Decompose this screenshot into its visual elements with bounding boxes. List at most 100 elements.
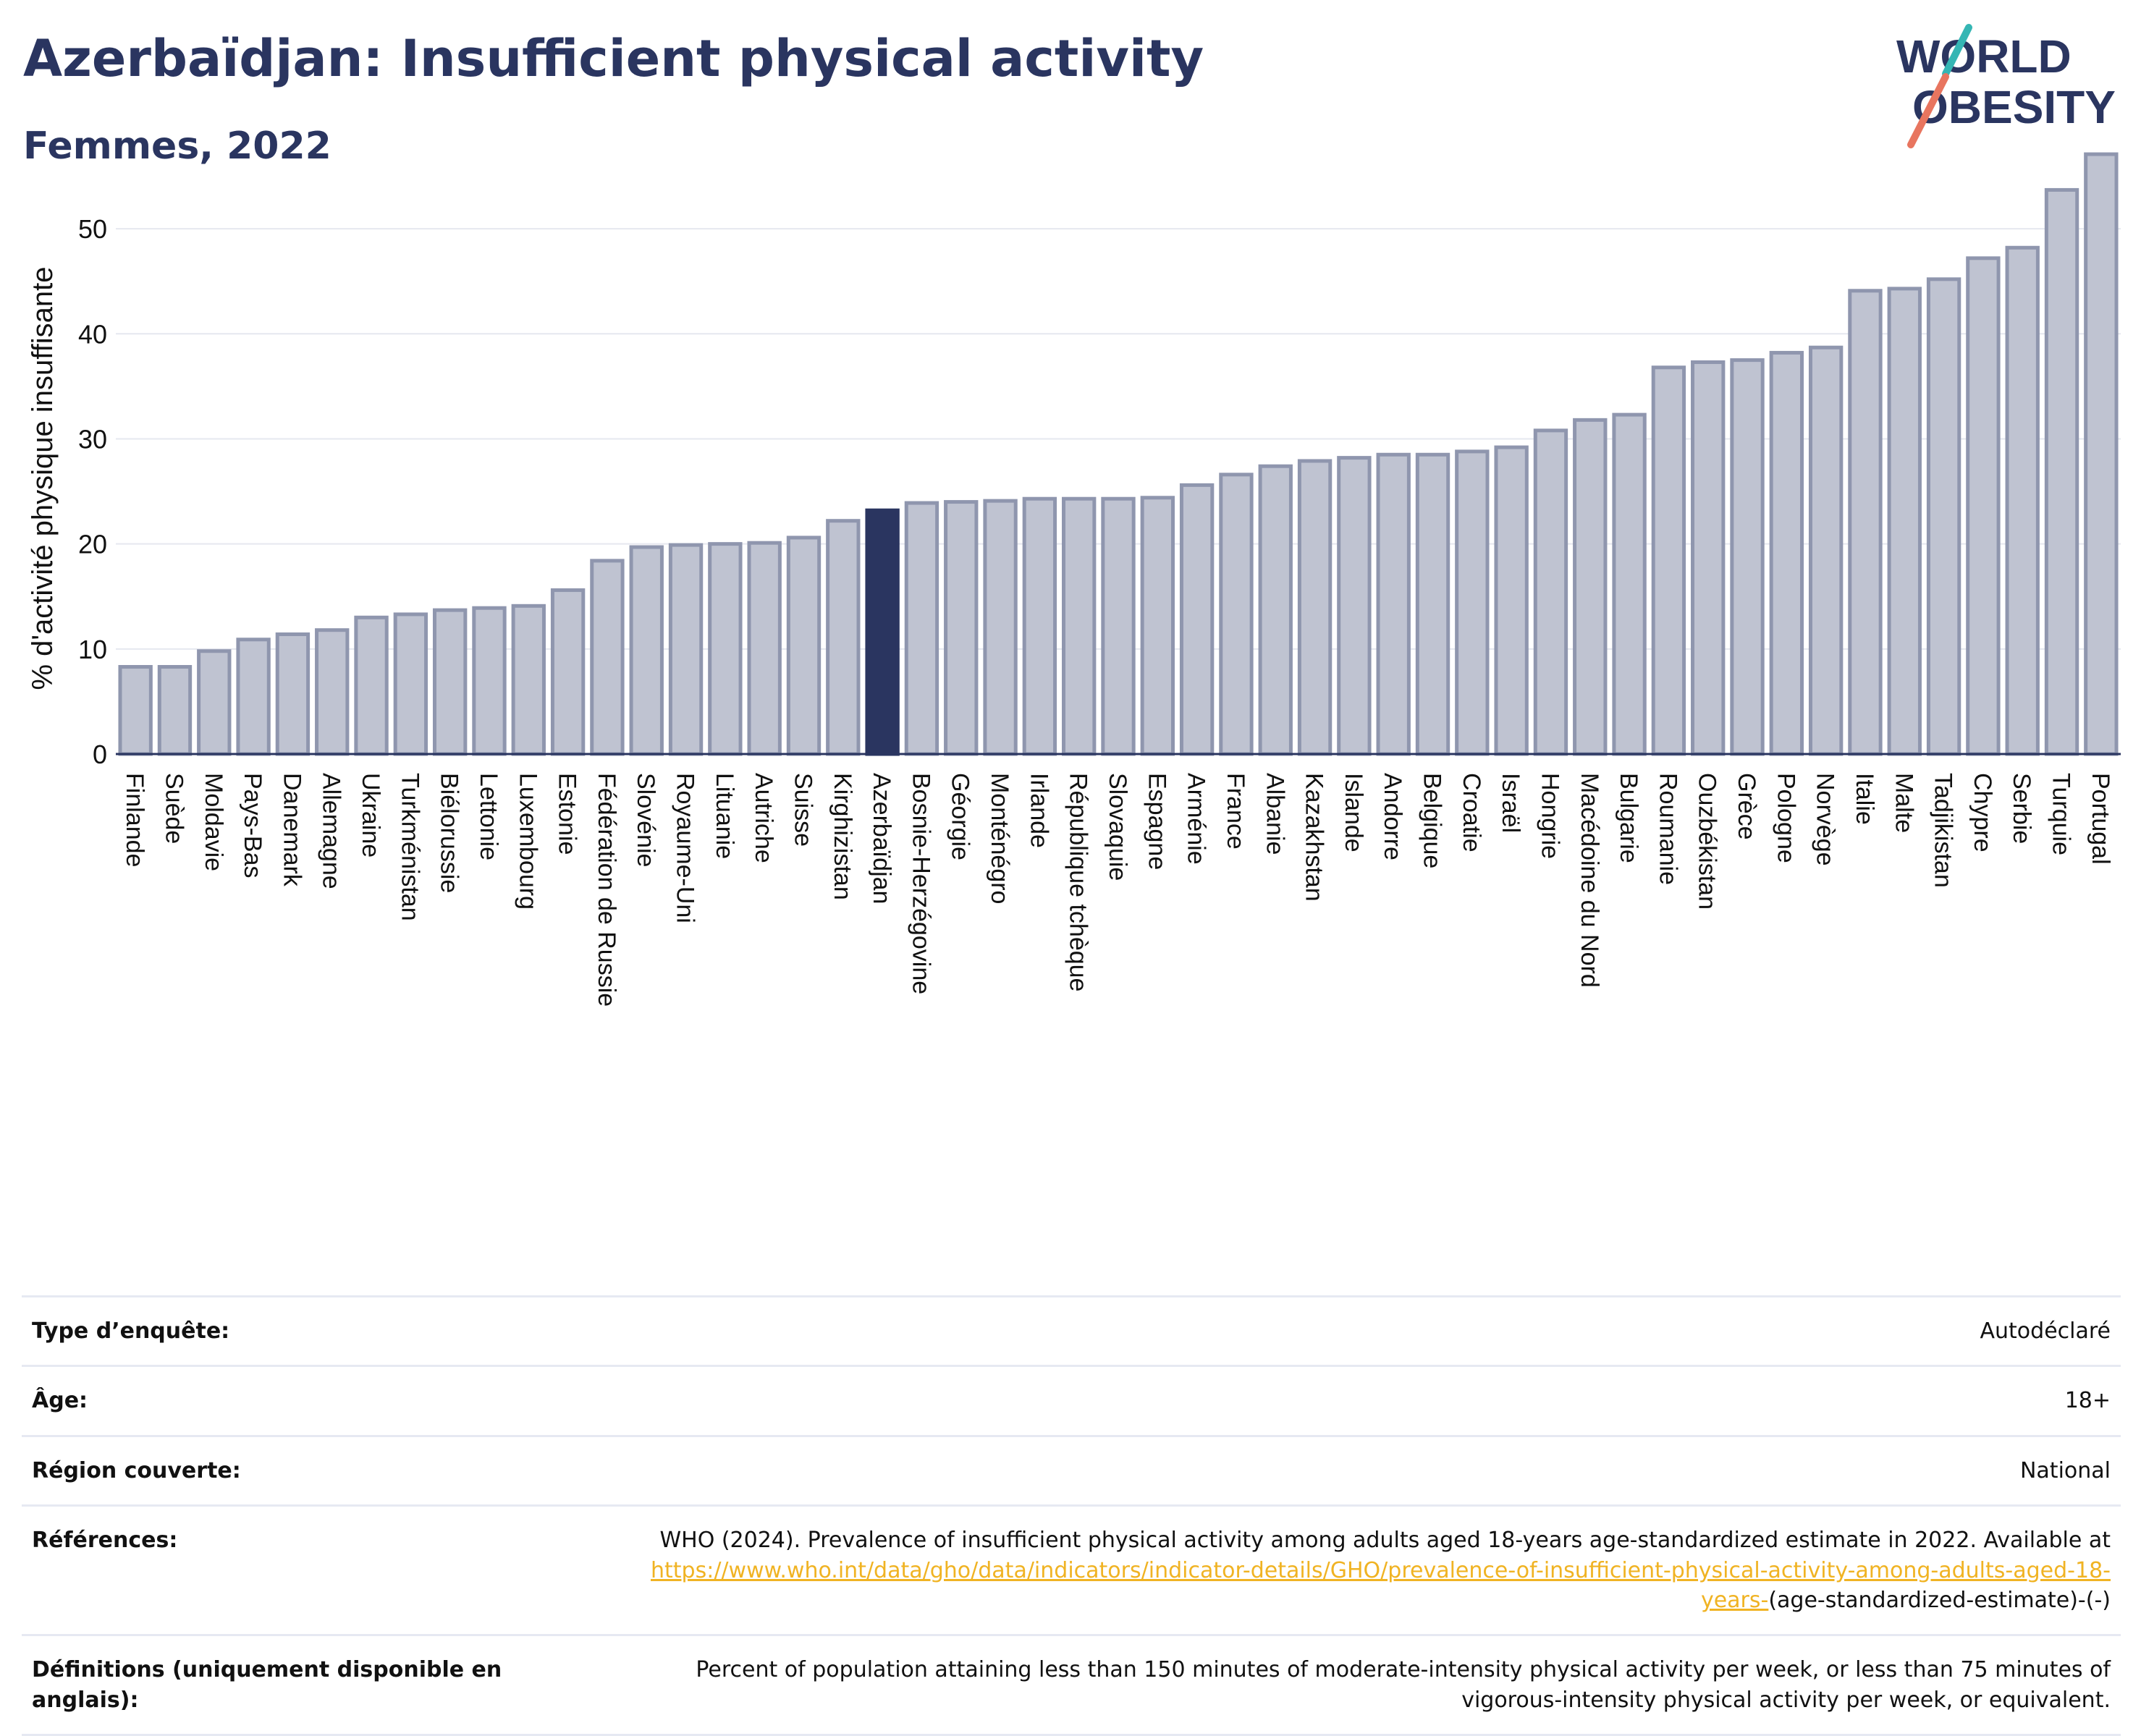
bar-kirghizistan	[826, 519, 861, 756]
x-tick-label: Bosnie-Herzégovine	[907, 773, 934, 994]
region-label: Région couverte:	[22, 1434, 592, 1506]
bar-luxembourg	[511, 604, 546, 756]
bar-lettonie	[472, 606, 507, 756]
x-tick-label: Luxembourg	[514, 773, 541, 910]
x-tick-label: Israël	[1497, 773, 1524, 833]
x-tick-label: Islande	[1340, 773, 1367, 852]
definitions-label: Définitions (uniquement disponible en an…	[22, 1634, 592, 1736]
survey-type-label: Type d’enquête:	[22, 1295, 592, 1366]
logo-text-obesity: OBESITY	[1912, 81, 2116, 133]
x-tick-label: Turkménistan	[396, 773, 423, 921]
x-tick-label: Malte	[1890, 773, 1917, 833]
x-tick-label: Finlande	[121, 773, 148, 867]
survey-type-value: Autodéclaré	[592, 1295, 2121, 1366]
references-link[interactable]: https://www.who.int/data/gho/data/indica…	[651, 1557, 2111, 1613]
bar-bulgarie	[1612, 412, 1647, 756]
bar-f-d-ration-de-russie	[590, 559, 625, 756]
world-obesity-logo: WORLD OBESITY	[1896, 24, 2116, 148]
bar-croatie	[1455, 449, 1490, 756]
bar-gr-ce	[1730, 358, 1765, 756]
bar-mac-doine-du-nord	[1573, 418, 1608, 756]
bar-chart: 0 10 20 30 40 50 Finlande Suède Moldavie Pays-Ba…	[27, 152, 2121, 1007]
bar-hongrie	[1533, 428, 1568, 756]
y-tick-label: 0	[93, 740, 107, 769]
x-tick-label: Serbie	[2008, 773, 2035, 844]
x-tick-label: Belgique	[1419, 773, 1446, 868]
bar-r-publique-tch-que	[1062, 496, 1097, 756]
bar-bi-lorussie	[432, 608, 468, 756]
bar-allemagne	[315, 628, 350, 756]
references-value: WHO (2024). Prevalence of insufficient p…	[592, 1504, 2121, 1635]
x-tick-label: France	[1222, 773, 1249, 850]
bar-suisse	[786, 535, 822, 756]
bar-turkm-nistan	[393, 612, 428, 756]
bar-france	[1219, 473, 1254, 756]
x-tick-label: Azerbaïdjan	[868, 773, 895, 904]
x-tick-label: Pays-Bas	[239, 773, 266, 878]
bar-chypre	[1966, 256, 2001, 756]
region-value: National	[592, 1434, 2121, 1506]
bar-bosnie-herz-govine	[904, 501, 939, 756]
y-axis-label: % d'activité physique insuffisante	[27, 266, 59, 690]
definitions-row: Définitions (uniquement disponible en an…	[22, 1634, 2121, 1736]
references-tail: (age-standardized-estimate)-(-)	[1768, 1587, 2111, 1613]
x-tick-label: Macédoine du Nord	[1576, 773, 1603, 988]
x-tick-label: Portugal	[2087, 773, 2114, 865]
bars	[118, 152, 2119, 756]
x-tick-label: Tadjikistan	[1930, 773, 1957, 888]
logo-slash-coral	[1907, 73, 1949, 148]
y-tick-label: 20	[78, 530, 107, 559]
x-axis-ticks: Finlande Suède Moldavie Pays-Bas Danemark All…	[121, 773, 2114, 1007]
bar-roumanie	[1651, 365, 1686, 756]
bar-malte	[1887, 287, 1922, 756]
bar-danemark	[275, 632, 311, 756]
bar-norv-ge	[1808, 345, 1844, 756]
x-tick-label: Moldavie	[200, 773, 227, 871]
bar-portugal	[2084, 152, 2119, 756]
x-tick-label: Kazakhstan	[1301, 773, 1328, 902]
bar-isra-l	[1494, 445, 1529, 756]
bar-pays-bas	[236, 638, 271, 756]
y-tick-label: 40	[78, 319, 107, 349]
x-tick-label: République tchèque	[1065, 773, 1092, 991]
age-value: 18+	[592, 1365, 2121, 1436]
x-tick-label: Slovaquie	[1104, 773, 1131, 881]
bar-g-orgie	[944, 500, 979, 756]
chart-subtitle: Femmes, 2022	[23, 124, 332, 168]
definitions-value: Percent of population attaining less tha…	[592, 1634, 2121, 1736]
bar-autriche	[747, 541, 782, 756]
bar-pologne	[1769, 350, 1804, 756]
bar-kazakhstan	[1297, 459, 1333, 756]
x-tick-label: Allemagne	[318, 773, 345, 889]
x-tick-label: Italie	[1851, 773, 1878, 825]
bar-estonie	[550, 588, 586, 756]
age-row: Âge: 18+	[22, 1365, 2121, 1436]
bar-italie	[1848, 289, 1883, 756]
age-label: Âge:	[22, 1365, 592, 1436]
logo-slash-teal	[1942, 24, 1972, 77]
x-tick-label: Géorgie	[947, 773, 974, 860]
bar-irlande	[1022, 496, 1057, 756]
bar-ukraine	[354, 615, 389, 756]
bar-andorre	[1376, 452, 1411, 756]
bar-azerba-djan	[865, 508, 900, 756]
x-tick-label: Kirghizistan	[829, 773, 856, 900]
y-tick-label: 50	[78, 214, 107, 244]
references-row: Références: WHO (2024). Prevalence of in…	[22, 1504, 2121, 1635]
references-label: Références:	[22, 1504, 592, 1635]
chart-title: Azerbaïdjan: Insufficient physical activ…	[23, 29, 1204, 88]
metadata-table: Type d’enquête: Autodéclaré Âge: 18+ Rég…	[22, 1295, 2121, 1736]
y-tick-label: 10	[78, 635, 107, 664]
x-tick-label: Fédération de Russie	[593, 773, 620, 1007]
x-tick-label: Danemark	[278, 773, 305, 887]
y-axis-ticks: 0 10 20 30 40 50	[78, 214, 107, 769]
bar-royaume-uni	[668, 543, 704, 756]
bar-islande	[1337, 456, 1372, 756]
x-tick-label: Pologne	[1772, 773, 1799, 863]
x-tick-label: Suisse	[789, 773, 816, 847]
bar-arm-nie	[1179, 483, 1215, 756]
x-tick-label: Croatie	[1458, 773, 1485, 852]
x-tick-label: Roumanie	[1654, 773, 1681, 885]
bar-lituanie	[708, 542, 743, 756]
x-tick-label: Monténégro	[986, 773, 1013, 904]
